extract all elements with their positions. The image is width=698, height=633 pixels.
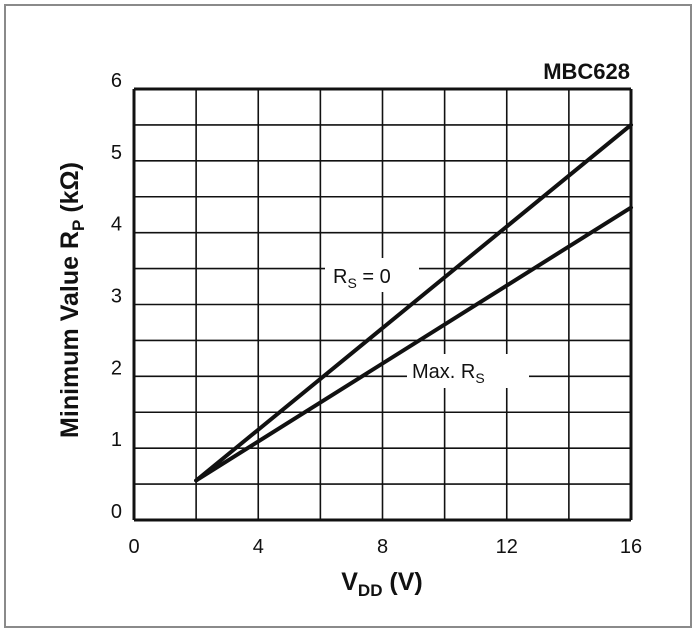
x-axis-title: VDD (V) — [341, 568, 423, 600]
y-tick-label: 1 — [111, 429, 122, 451]
y-tick-label: 5 — [111, 142, 122, 164]
y-tick-label: 2 — [111, 357, 122, 379]
x-tick-label: 16 — [620, 536, 642, 558]
x-tick-label: 4 — [253, 536, 264, 558]
series-label-rs-zero-bg — [325, 258, 419, 292]
x-tick-label: 0 — [128, 536, 139, 558]
series-label-max-rs: Max. RS — [407, 354, 529, 388]
figure-frame — [4, 4, 692, 628]
x-tick-label: 12 — [496, 536, 518, 558]
y-axis-title: Minimum Value RP (kΩ) — [56, 162, 88, 438]
series-label-rs-zero-text: RS = 0 — [333, 266, 391, 291]
series-layer — [194, 122, 633, 483]
y-tick-label: 3 — [111, 286, 122, 308]
series-label-max-rs-text: Max. RS — [412, 361, 485, 386]
y-tick-label: 0 — [111, 501, 122, 523]
series-line-1 — [194, 205, 633, 483]
series-line-0 — [194, 122, 633, 483]
y-tick-label: 4 — [111, 214, 122, 236]
series-label-rs-zero: RS = 0 — [325, 258, 419, 292]
figure-code-label: MBC628 — [543, 59, 630, 84]
grid — [132, 87, 633, 522]
series-label-max-rs-bg — [407, 354, 529, 388]
y-tick-label: 6 — [111, 70, 122, 92]
x-tick-label: 8 — [377, 536, 388, 558]
